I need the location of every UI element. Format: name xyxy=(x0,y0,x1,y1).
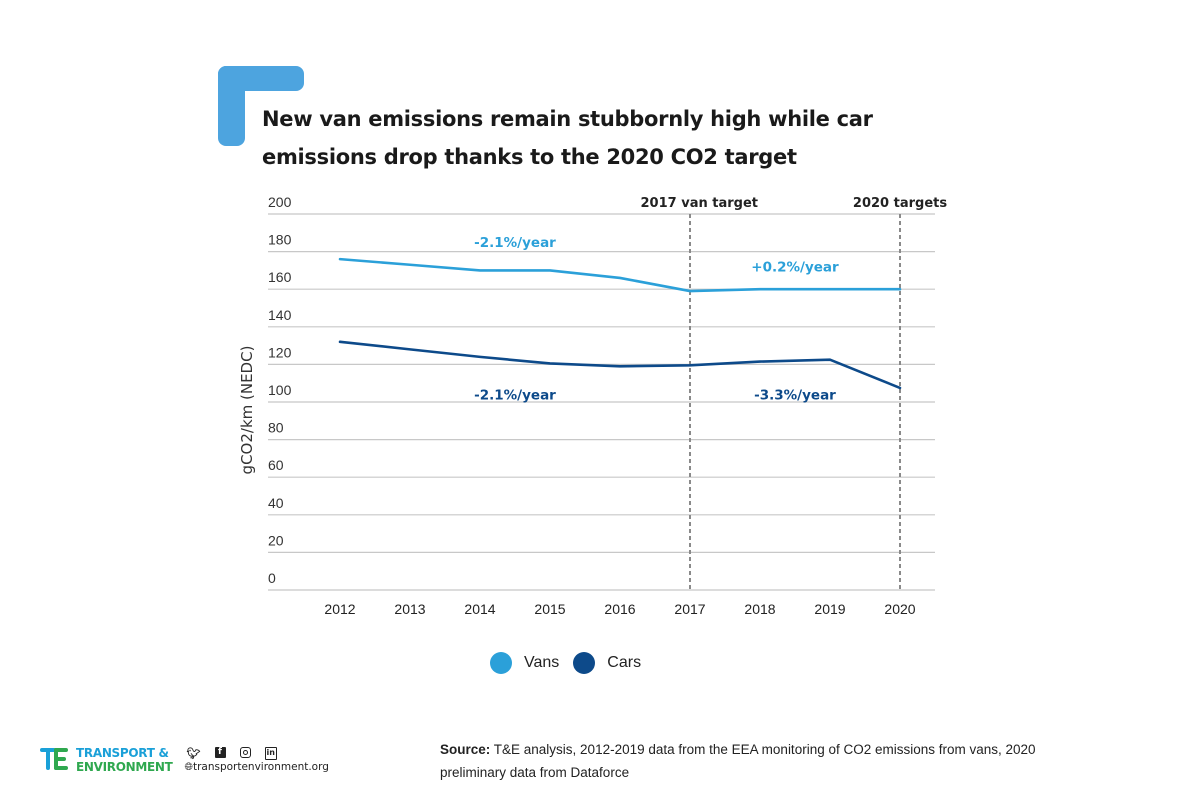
legend-label-cars: Cars xyxy=(607,654,642,671)
y-tick-label-120: 120 xyxy=(268,344,292,360)
title-bracket-horizontal xyxy=(218,66,304,91)
website-link[interactable]: 🌐︎transportenvironment.org xyxy=(184,760,329,773)
y-tick-label-60: 60 xyxy=(268,457,284,473)
brand-line-1: TRANSPORT & xyxy=(76,746,169,760)
legend-swatch-cars xyxy=(573,652,596,674)
legend-item-cars[interactable]: Cars xyxy=(573,652,641,674)
chart-title-line-1: New van emissions remain stubbornly high… xyxy=(262,107,873,131)
source-label: Source: xyxy=(440,742,491,757)
globe-icon: 🌐︎ xyxy=(184,760,193,773)
chart-title: New van emissions remain stubbornly high… xyxy=(262,100,982,176)
chart-legend: Vans Cars xyxy=(490,652,655,674)
annotation-cars-2: -2.1%/year xyxy=(474,387,556,403)
x-tick-label-2018: 2018 xyxy=(744,601,775,617)
y-tick-label-140: 140 xyxy=(268,307,292,323)
target-marker-label-2020: 2020 targets xyxy=(853,196,947,211)
x-tick-label-2019: 2019 xyxy=(814,601,845,617)
annotation-vans-1: +0.2%/year xyxy=(751,260,839,276)
legend-label-vans: Vans xyxy=(524,654,560,671)
x-tick-label-2012: 2012 xyxy=(324,601,355,617)
x-axis-ticks: 2012 2013 2014 2015 2016 2017 2018 2019 2020 xyxy=(324,601,915,617)
trend-annotations: -2.1%/year +0.2%/year -2.1%/year -3.3%/year xyxy=(474,235,839,403)
x-tick-label-2020: 2020 xyxy=(884,601,915,617)
x-tick-label-2014: 2014 xyxy=(464,601,495,617)
source-note: Source: T&E analysis, 2012-2019 data fro… xyxy=(440,738,1040,784)
legend-item-vans[interactable]: Vans xyxy=(490,652,559,674)
y-tick-label-100: 100 xyxy=(268,382,292,398)
x-tick-label-2013: 2013 xyxy=(394,601,425,617)
te-logo[interactable]: TRANSPORT & ENVIRONMENT 🐦︎ f in 🌐︎transp… xyxy=(40,746,329,774)
y-tick-label-180: 180 xyxy=(268,232,292,248)
x-tick-label-2017: 2017 xyxy=(674,601,705,617)
y-tick-label-40: 40 xyxy=(268,495,284,511)
twitter-icon[interactable]: 🐦︎ xyxy=(186,746,201,760)
vertical-target-markers: 2017 van target 2020 targets xyxy=(641,196,947,590)
y-tick-label-0: 0 xyxy=(268,570,276,586)
x-tick-label-2015: 2015 xyxy=(534,601,565,617)
source-text: T&E analysis, 2012-2019 data from the EE… xyxy=(440,742,1036,780)
instagram-icon[interactable] xyxy=(239,746,251,758)
te-logo-mark-icon xyxy=(40,746,70,774)
annotation-vans-0: -2.1%/year xyxy=(474,235,556,251)
social-links: 🐦︎ f in 🌐︎transportenvironment.org xyxy=(184,746,329,774)
y-axis-label: gCO2/km (NEDC) xyxy=(238,346,256,475)
x-tick-label-2016: 2016 xyxy=(604,601,635,617)
brand-line-2: ENVIRONMENT xyxy=(76,760,173,774)
series-lines xyxy=(338,257,902,390)
y-tick-label-200: 200 xyxy=(268,194,292,210)
target-marker-label-2017: 2017 van target xyxy=(641,196,758,211)
annotation-cars-3: -3.3%/year xyxy=(754,387,836,403)
brand-name: TRANSPORT & ENVIRONMENT xyxy=(76,746,173,774)
linkedin-icon[interactable]: in xyxy=(264,746,277,760)
legend-swatch-vans xyxy=(490,652,512,674)
y-tick-label-20: 20 xyxy=(268,532,284,548)
chart-title-line-2: emissions drop thanks to the 2020 CO2 ta… xyxy=(262,145,797,169)
y-axis-ticks: 0 20 40 60 80 100 120 140 160 180 200 xyxy=(268,194,292,586)
y-tick-label-160: 160 xyxy=(268,269,292,285)
facebook-icon[interactable]: f xyxy=(214,746,226,758)
y-tick-label-80: 80 xyxy=(268,420,284,436)
gridlines xyxy=(268,213,935,591)
